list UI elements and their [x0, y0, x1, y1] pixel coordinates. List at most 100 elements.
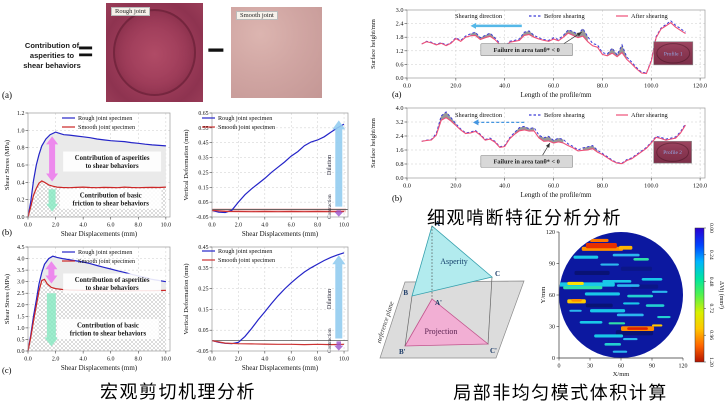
- annotation-bg: [63, 151, 162, 172]
- failure-wedge: [607, 44, 627, 60]
- svg-text:0.65: 0.65: [198, 111, 208, 117]
- axis-ticks: 0.0 2.0 4.0 6.0 8.0 10.0 0.0 0.2 0.4 0.6 0.8 1.0 1.2: [17, 111, 171, 229]
- legend: Rough joint specimen Smooth joint specime…: [202, 115, 275, 131]
- svg-text:8.0: 8.0: [135, 223, 143, 229]
- svg-text:Smooth joint specimen: Smooth joint specimen: [78, 258, 135, 265]
- svg-text:0: 0: [552, 356, 555, 362]
- failure-wedge: [519, 30, 534, 41]
- svg-text:0.05: 0.05: [198, 328, 208, 334]
- vertex-a: A: [435, 220, 440, 228]
- annotation-text: Contribution of basic: [80, 192, 142, 199]
- arrowhead: [470, 22, 477, 29]
- projection-text: Projection: [425, 327, 458, 336]
- svg-text:0.6: 0.6: [396, 61, 404, 68]
- svg-text:3.5: 3.5: [17, 268, 25, 274]
- axis-ticks: 0.0 2.0 4.0 6.0 8.0 10.0 -0.05 0.05 0.15 0.25 0.35…: [196, 111, 349, 229]
- failure-annotation-box: [480, 43, 573, 56]
- plot-frame: [211, 246, 349, 352]
- svg-text:0.0: 0.0: [396, 75, 404, 82]
- svg-text:1.5: 1.5: [17, 314, 25, 320]
- x-axis-label: Length of the profile/mm: [521, 191, 593, 199]
- svg-text:0.8: 0.8: [396, 161, 404, 168]
- vertex-c: C: [495, 270, 500, 278]
- profile-inset-photo: [653, 41, 694, 66]
- series-line-0: [421, 20, 686, 74]
- svg-text:0.0: 0.0: [403, 83, 411, 90]
- svg-text:120: 120: [679, 364, 688, 370]
- svg-text:0.48: 0.48: [708, 277, 714, 287]
- axis-ticks: 0.0 20.0 40.0 60.0 80.0 100.0 120.0 0.0 0.8 1.6 2.…: [396, 105, 708, 190]
- svg-text:0.0: 0.0: [24, 223, 32, 229]
- inset-specimen-circle: [656, 43, 691, 64]
- inset-label: Profile 2: [663, 149, 682, 156]
- axis-ticks: 0.0 2.0 4.0 6.0 8.0 10.0 -0.05 0.05 0.15 0.25 0.35…: [196, 245, 349, 363]
- y-axis-label: Y/mm: [540, 287, 547, 304]
- svg-text:6.0: 6.0: [107, 223, 115, 229]
- panel-label: (b): [392, 193, 402, 203]
- flat-band: [212, 208, 347, 213]
- chart-vd_top: Dilation Contraction 0.0 2.0 4.0 6.0 8.0 10.0 -0…: [183, 111, 349, 238]
- series-line-1: [211, 209, 345, 213]
- legend: Rough joint specimen Smooth joint specime…: [62, 115, 135, 131]
- caption-macro: 宏观剪切机理分析: [100, 382, 256, 402]
- arrowhead: [576, 32, 582, 37]
- svg-text:60: 60: [618, 364, 624, 370]
- chart-profile_b: Failure in area tanθ* < 0 Profile 2 0.0 20.…: [370, 105, 708, 203]
- rough-joint-label: Rough joint: [111, 7, 150, 16]
- chart-vd_bot: Dilation Contraction 0.0 2.0 4.0 6.0 8.0 10.0 -0…: [183, 245, 349, 372]
- svg-text:10.0: 10.0: [161, 357, 172, 363]
- svg-text:2.5: 2.5: [17, 291, 25, 297]
- x-axis-label: Shear Displacements (mm): [242, 364, 319, 372]
- svg-text:1.6: 1.6: [396, 147, 404, 154]
- svg-text:4.0: 4.0: [261, 357, 268, 363]
- legend: Shearing direction Before shearing After s…: [455, 112, 669, 119]
- fat-arrow: [46, 136, 59, 182]
- svg-text:20.0: 20.0: [450, 83, 461, 90]
- svg-text:2.0: 2.0: [52, 357, 60, 363]
- legend: Shearing direction Before shearing After s…: [455, 13, 669, 20]
- svg-text:Smooth joint specimen: Smooth joint specimen: [218, 257, 275, 264]
- y-axis-label: Shear Stress (MPa): [4, 274, 11, 324]
- svg-text:80.0: 80.0: [597, 183, 608, 190]
- vertex-a-prime: A': [435, 299, 442, 307]
- fat-arrow: [334, 210, 344, 217]
- fat-arrow: [334, 341, 344, 351]
- y-axis-label: Surface height/mm: [370, 118, 377, 168]
- svg-text:3.2: 3.2: [396, 119, 404, 126]
- series-line-0: [421, 111, 686, 164]
- x-axis-label: X/mm: [613, 371, 630, 378]
- svg-text:60.0: 60.0: [548, 83, 559, 90]
- panel-label: (b): [2, 227, 12, 237]
- fat-arrow: [44, 293, 59, 347]
- fat-arrow: [332, 255, 346, 339]
- svg-text:120.0: 120.0: [693, 83, 707, 90]
- panel-label: (c): [2, 365, 12, 375]
- svg-text:After shearing: After shearing: [631, 112, 669, 119]
- rough-joint-photo: Rough joint: [106, 3, 203, 102]
- specimen-circle: [113, 9, 196, 96]
- svg-text:-0.05: -0.05: [196, 215, 208, 221]
- colorbar: [694, 227, 705, 363]
- edge-b-bprime: [404, 295, 413, 347]
- y-axis-label: Vertical Deformation (mm): [183, 129, 190, 200]
- svg-text:3.0: 3.0: [396, 7, 404, 14]
- svg-text:0.35: 0.35: [198, 266, 208, 272]
- svg-text:120: 120: [546, 230, 555, 236]
- svg-text:Smooth joint specimen: Smooth joint specimen: [218, 124, 275, 131]
- svg-text:4.0: 4.0: [396, 105, 404, 112]
- failure-annotation-text: Failure in area tanθ* < 0: [494, 47, 560, 54]
- svg-text:10.0: 10.0: [339, 223, 349, 229]
- contribution-text: Contribution of asperities to shear beha…: [23, 41, 81, 70]
- plot-frame: [27, 246, 171, 352]
- svg-text:0.0: 0.0: [396, 175, 404, 182]
- failure-wedge: [514, 126, 534, 135]
- edge-c-cprime: [487, 276, 493, 345]
- panel-label: (a): [392, 89, 402, 99]
- svg-text:1.0: 1.0: [17, 128, 25, 134]
- plot-frame: [211, 112, 349, 218]
- projection-triangle: [404, 298, 490, 347]
- annotation-bg: [57, 319, 159, 340]
- legend: Rough joint specimen Smooth joint specime…: [62, 249, 135, 265]
- svg-text:0.6: 0.6: [17, 163, 25, 169]
